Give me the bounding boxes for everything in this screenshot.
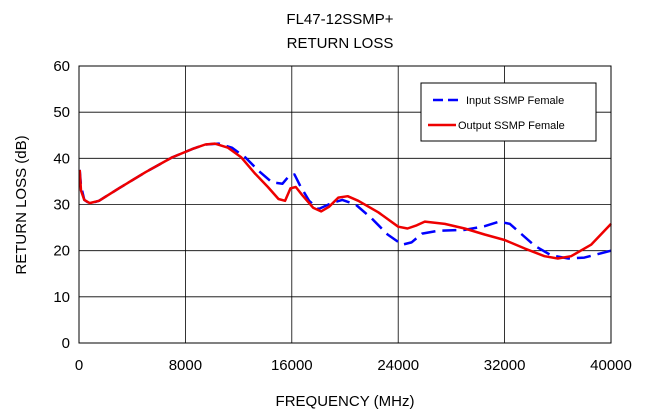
legend-label-input: Input SSMP Female: [466, 95, 564, 107]
y-tick-label: 20: [53, 243, 70, 260]
y-tick-label: 40: [53, 150, 70, 167]
y-tick-label: 50: [53, 104, 70, 121]
x-tick-labels: 0 8000 16000 24000 32000 40000: [75, 357, 632, 374]
legend-box: [420, 82, 597, 142]
x-tick-label: 0: [75, 357, 83, 374]
x-tick-label: 40000: [590, 357, 632, 374]
series-line-output: [78, 142, 612, 260]
y-tick-labels: 0 10 20 30 40 50 60: [53, 58, 70, 352]
chart-title: FL47-12SSMP+: [286, 11, 393, 28]
y-tick-label: 60: [53, 58, 70, 75]
x-tick-label: 8000: [169, 357, 202, 374]
legend: Input SSMP Female Output SSMP Female: [420, 82, 597, 142]
plot-area-border: [78, 65, 612, 344]
y-tick-label: 0: [62, 335, 70, 352]
y-axis-label: RETURN LOSS (dB): [13, 135, 30, 274]
x-tick-label: 16000: [271, 357, 313, 374]
y-tick-label: 30: [53, 197, 70, 214]
series-line-input: [78, 142, 612, 260]
x-axis-label: FREQUENCY (MHz): [276, 393, 415, 410]
x-tick-label: 32000: [484, 357, 526, 374]
series-lines: [78, 142, 612, 260]
x-tick-label: 24000: [377, 357, 419, 374]
y-tick-label: 10: [53, 289, 70, 306]
legend-label-output: Output SSMP Female: [458, 120, 565, 132]
chart-subtitle: RETURN LOSS: [287, 35, 394, 52]
